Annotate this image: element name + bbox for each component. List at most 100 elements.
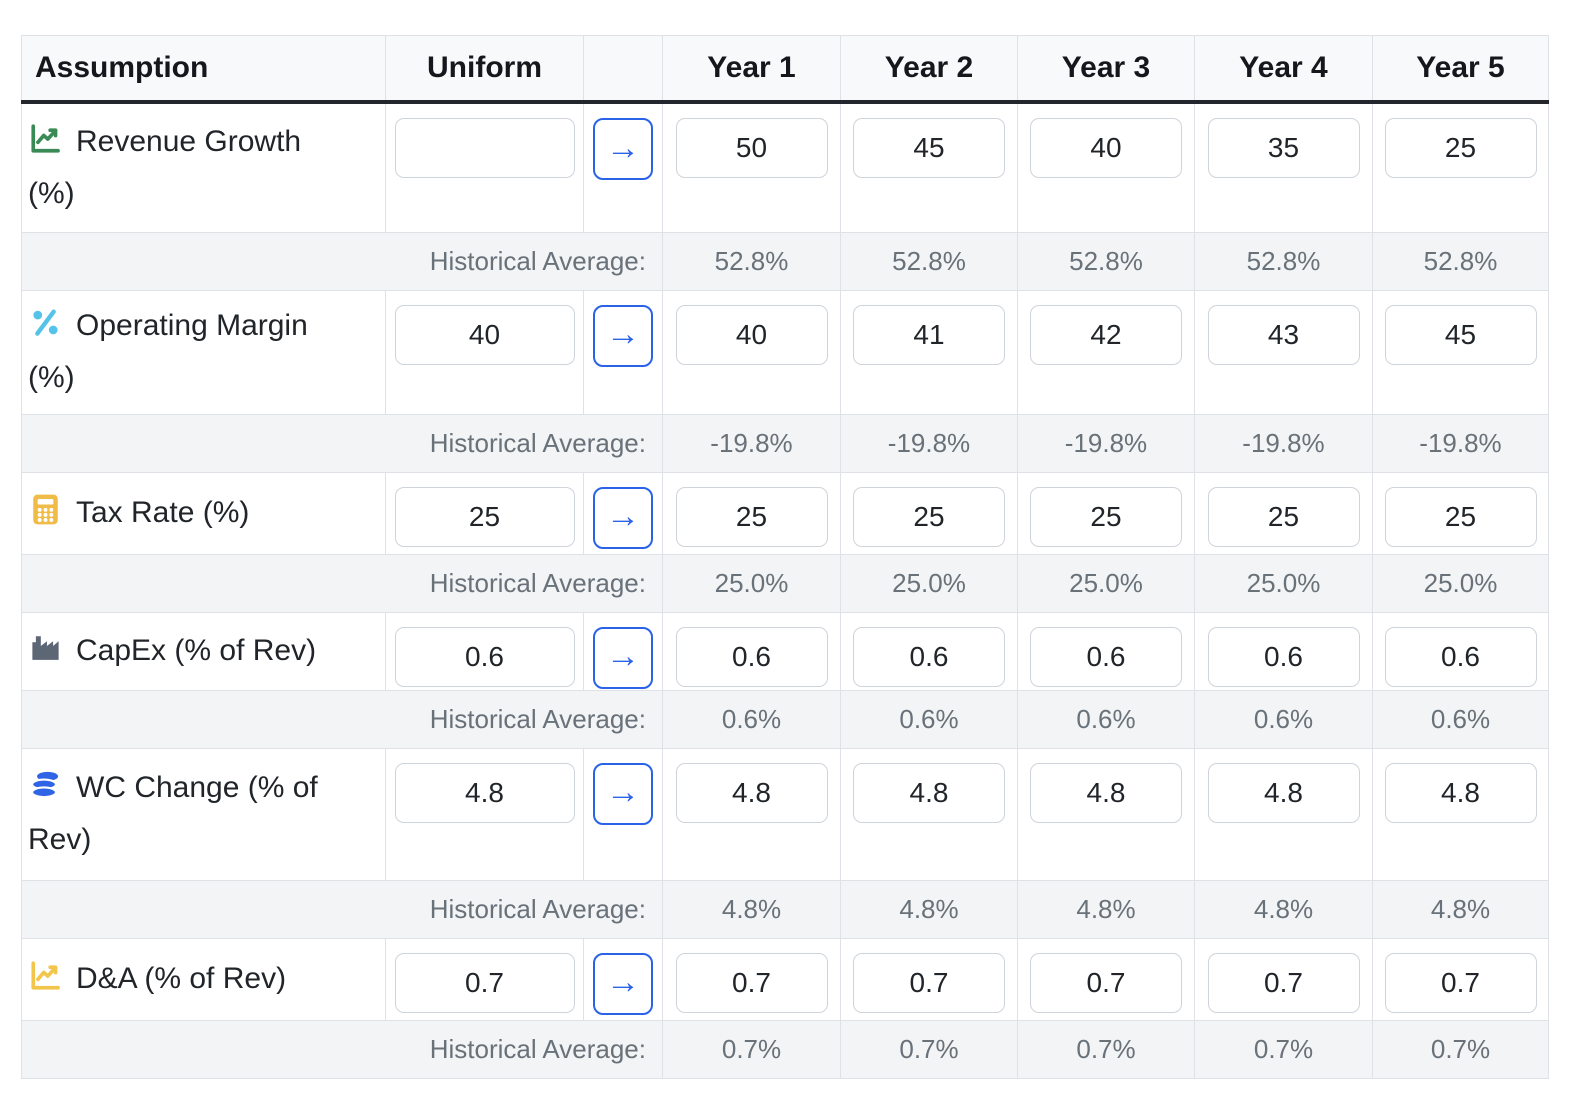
wc-change-row: WC Change (% of Rev) →: [21, 747, 1549, 881]
revenue-growth-uniform-cell: [385, 101, 584, 233]
capex-row: CapEx (% of Rev) →: [21, 611, 1549, 691]
da-year-3-input[interactable]: [1030, 952, 1182, 1013]
revenue-growth-year-4-input[interactable]: [1207, 118, 1360, 178]
wc-change-year-1-cell: [662, 747, 841, 881]
tax-rate-year-2-cell: [840, 471, 1018, 555]
capex-year-3-input[interactable]: [1030, 626, 1182, 687]
tax-rate-year-4-input[interactable]: [1207, 486, 1360, 547]
da-historical-year-1: 0.7%: [662, 1019, 841, 1079]
revenue-growth-year-4-cell: [1194, 101, 1373, 233]
da-year-1-cell: [662, 937, 841, 1021]
operating-margin-historical-year-3: -19.8%: [1017, 413, 1195, 473]
da-label: D&A (% of Rev): [76, 962, 287, 996]
operating-margin-year-1-cell: [662, 289, 841, 415]
operating-margin-apply-uniform-button[interactable]: →: [593, 304, 653, 367]
revenue-growth-year-5-input[interactable]: [1384, 118, 1537, 178]
capex-uniform-input[interactable]: [394, 626, 575, 687]
capex-historical-row: Historical Average: 0.6% 0.6% 0.6% 0.6% 0.6%: [21, 689, 1549, 749]
operating-margin-historical-year-5: -19.8%: [1372, 413, 1549, 473]
revenue-growth-label-cell: Revenue Growth (%): [21, 101, 386, 233]
operating-margin-year-2-cell: [840, 289, 1018, 415]
revenue-growth-historical-year-4: 52.8%: [1194, 231, 1373, 291]
arrow-right-icon: →: [606, 773, 640, 811]
wc-change-year-5-input[interactable]: [1384, 762, 1537, 823]
operating-margin-year-3-input[interactable]: [1030, 304, 1182, 365]
capex-year-5-cell: [1372, 611, 1549, 691]
tax-rate-label: Tax Rate (%): [76, 496, 250, 530]
tax-rate-apply-uniform-button[interactable]: →: [593, 486, 653, 549]
column-header-year-5: Year 5: [1372, 35, 1549, 104]
operating-margin-historical-year-4: -19.8%: [1194, 413, 1373, 473]
da-year-1-input[interactable]: [675, 952, 828, 1013]
revenue-growth-year-2-input[interactable]: [853, 118, 1005, 178]
wc-change-year-1-input[interactable]: [675, 762, 828, 823]
capex-year-5-input[interactable]: [1384, 626, 1537, 687]
tax-rate-row: Tax Rate (%) →: [21, 471, 1549, 555]
assumptions-table: Assumption Uniform Year 1 Year 2 Year 3 Year …: [21, 35, 1549, 1079]
operating-margin-year-2-input[interactable]: [853, 304, 1005, 365]
da-historical-year-5: 0.7%: [1372, 1019, 1549, 1079]
capex-apply-uniform-button[interactable]: →: [593, 626, 653, 689]
revenue-growth-year-1-input[interactable]: [675, 118, 828, 178]
capex-year-4-input[interactable]: [1207, 626, 1360, 687]
da-year-5-input[interactable]: [1384, 952, 1537, 1013]
column-header-assumption: Assumption: [21, 35, 386, 104]
wc-change-year-2-input[interactable]: [853, 762, 1005, 823]
operating-margin-uniform-input[interactable]: [394, 304, 575, 365]
wc-change-year-3-input[interactable]: [1030, 762, 1182, 823]
wc-change-year-3-cell: [1017, 747, 1195, 881]
tax-rate-year-2-input[interactable]: [853, 486, 1005, 547]
operating-margin-year-4-input[interactable]: [1207, 304, 1360, 365]
revenue-growth-uniform-input[interactable]: [394, 118, 575, 178]
da-year-3-cell: [1017, 937, 1195, 1021]
wc-change-year-5-cell: [1372, 747, 1549, 881]
operating-margin-label-cell: Operating Margin (%): [21, 289, 386, 415]
capex-historical-year-4: 0.6%: [1194, 689, 1373, 749]
da-historical-year-2: 0.7%: [840, 1019, 1018, 1079]
revenue-growth-apply-uniform-button[interactable]: →: [593, 118, 653, 180]
operating-margin-row: Operating Margin (%) →: [21, 289, 1549, 415]
tax-rate-year-3-input[interactable]: [1030, 486, 1182, 547]
tax-rate-uniform-input[interactable]: [394, 486, 575, 547]
da-year-5-cell: [1372, 937, 1549, 1021]
da-row: D&A (% of Rev) →: [21, 937, 1549, 1021]
wc-change-historical-row: Historical Average: 4.8% 4.8% 4.8% 4.8% 4.8%: [21, 879, 1549, 939]
tax-rate-year-1-cell: [662, 471, 841, 555]
da-uniform-input[interactable]: [394, 952, 575, 1013]
tax-rate-year-5-input[interactable]: [1384, 486, 1537, 547]
da-year-2-cell: [840, 937, 1018, 1021]
wc-change-uniform-input[interactable]: [394, 762, 575, 823]
revenue-growth-historical-year-2: 52.8%: [840, 231, 1018, 291]
revenue-growth-historical-year-1: 52.8%: [662, 231, 841, 291]
wc-change-historical-year-5: 4.8%: [1372, 879, 1549, 939]
wc-change-historical-year-1: 4.8%: [662, 879, 841, 939]
tax-rate-apply-cell: →: [583, 471, 663, 555]
wc-change-year-2-cell: [840, 747, 1018, 881]
wc-change-year-4-input[interactable]: [1207, 762, 1360, 823]
historical-average-label: Historical Average:: [21, 689, 663, 749]
capex-apply-cell: →: [583, 611, 663, 691]
wc-change-label: WC Change (% of Rev): [28, 771, 318, 856]
tax-rate-year-1-input[interactable]: [675, 486, 828, 547]
capex-year-2-input[interactable]: [853, 626, 1005, 687]
operating-margin-uniform-cell: [385, 289, 584, 415]
da-apply-uniform-button[interactable]: →: [593, 952, 653, 1015]
capex-historical-year-3: 0.6%: [1017, 689, 1195, 749]
capex-historical-year-1: 0.6%: [662, 689, 841, 749]
capex-year-1-input[interactable]: [675, 626, 828, 687]
historical-average-label: Historical Average:: [21, 231, 663, 291]
da-year-4-input[interactable]: [1207, 952, 1360, 1013]
da-year-2-input[interactable]: [853, 952, 1005, 1013]
revenue-growth-year-2-cell: [840, 101, 1018, 233]
operating-margin-year-1-input[interactable]: [675, 304, 828, 365]
revenue-growth-year-3-input[interactable]: [1030, 118, 1182, 178]
da-historical-year-3: 0.7%: [1017, 1019, 1195, 1079]
operating-margin-year-5-input[interactable]: [1384, 304, 1537, 365]
historical-average-label: Historical Average:: [21, 413, 663, 473]
capex-year-2-cell: [840, 611, 1018, 691]
operating-margin-label: Operating Margin (%): [28, 309, 308, 394]
operating-margin-year-4-cell: [1194, 289, 1373, 415]
capex-uniform-cell: [385, 611, 584, 691]
wc-change-apply-uniform-button[interactable]: →: [593, 762, 653, 825]
percent-icon: [28, 305, 63, 340]
